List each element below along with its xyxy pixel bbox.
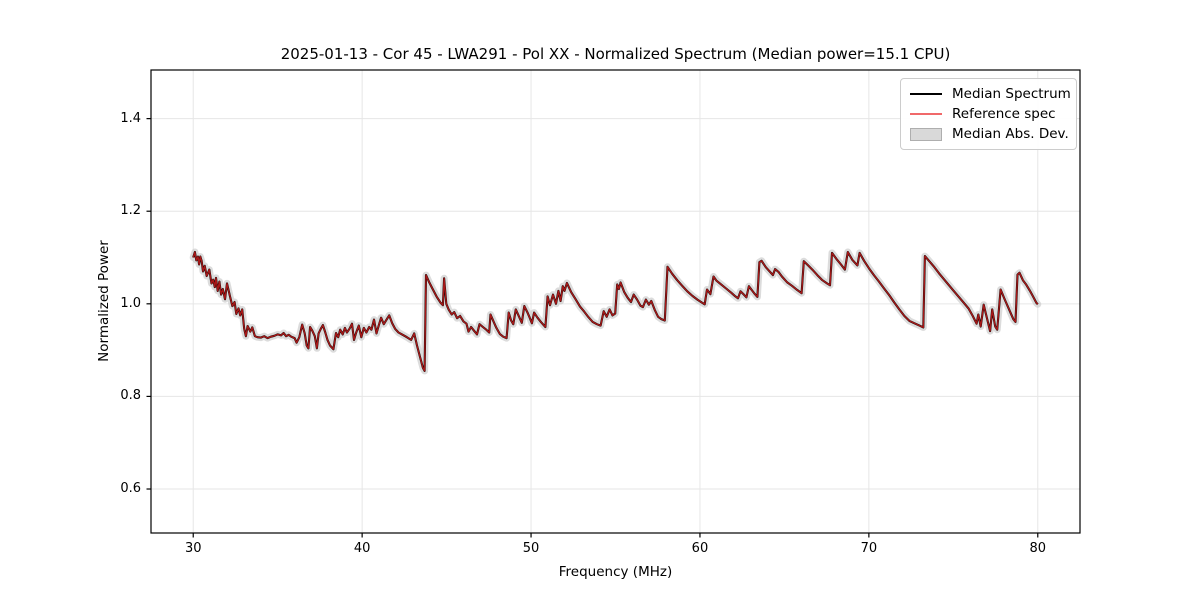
legend-item: Reference spec bbox=[910, 104, 1068, 124]
x-tick-label: 30 bbox=[184, 541, 202, 556]
y-tick-label: 1.4 bbox=[120, 110, 141, 126]
legend-item: Median Spectrum bbox=[910, 84, 1071, 104]
legend-item-label: Reference spec bbox=[952, 106, 1056, 122]
legend-item-label: Median Abs. Dev. bbox=[952, 126, 1069, 142]
legend-sample-mark bbox=[910, 113, 942, 115]
y-tick-label: 1.0 bbox=[120, 295, 141, 311]
x-tick-label: 40 bbox=[353, 541, 371, 556]
x-tick-label: 50 bbox=[522, 541, 540, 556]
legend-line-sample-icon bbox=[910, 113, 942, 115]
reference-spec-line bbox=[192, 251, 1039, 372]
x-tick-label: 60 bbox=[691, 541, 709, 556]
legend-line-sample-icon bbox=[910, 93, 942, 95]
legend: Median Spectrum Reference spec Median Abs.… bbox=[900, 78, 1077, 150]
y-tick-label: 0.8 bbox=[120, 388, 141, 404]
axes-spines bbox=[150, 69, 1081, 534]
y-tick-label: 0.6 bbox=[120, 481, 141, 496]
legend-sample-mark bbox=[910, 93, 942, 95]
x-tick-label: 80 bbox=[1029, 541, 1047, 556]
legend-item: Median Abs. Dev. bbox=[910, 124, 1069, 144]
legend-patch-sample-icon bbox=[910, 127, 942, 141]
x-axis-label: Frequency (MHz) bbox=[558, 564, 673, 580]
x-tick-label: 70 bbox=[860, 541, 878, 556]
chart-title: 2025-01-13 - Cor 45 - LWA291 - Pol XX - … bbox=[280, 45, 951, 63]
legend-item-label: Median Spectrum bbox=[952, 86, 1071, 102]
y-tick-label: 1.2 bbox=[120, 203, 141, 219]
legend-sample-mark bbox=[910, 127, 942, 141]
